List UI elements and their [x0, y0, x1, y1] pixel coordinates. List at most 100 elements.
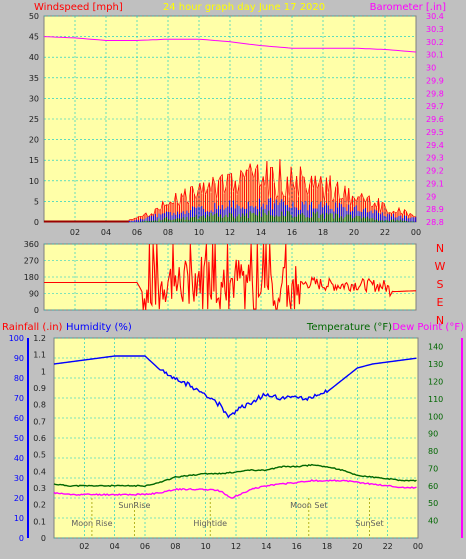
direction-labels: N W S E N: [435, 242, 446, 327]
x-tick-label: 14: [261, 542, 271, 551]
humidity-line: [53, 355, 417, 419]
x-tick-label: 22: [383, 542, 393, 551]
event-label: SunRise: [118, 501, 150, 510]
temperature-tick-label: 50: [428, 499, 438, 508]
x-tick-label: 04: [101, 228, 111, 237]
y-tick-label: 50: [29, 12, 39, 21]
x-tick-label: 02: [70, 228, 80, 237]
x-tick-label: 16: [292, 542, 302, 551]
y-tick-label: 20: [29, 136, 39, 145]
y2-tick-label: 29.7: [426, 102, 444, 111]
temperature-tick-label: 40: [428, 517, 438, 526]
y2-tick-label: 28.9: [426, 205, 444, 214]
y-tick-label: 40: [29, 53, 39, 62]
y-tick-label: 45: [29, 33, 39, 42]
y2-tick-label: 29.1: [426, 179, 444, 188]
barometer-label: Barometer [.in]: [370, 2, 446, 13]
y-tick-label: 35: [29, 74, 39, 83]
direction-label: N: [436, 242, 444, 255]
y-tick-label: 25: [29, 115, 39, 124]
x-tick-label: 20: [349, 228, 359, 237]
rainfall-tick-label: 0.9: [33, 384, 46, 393]
x-tick-label: 04: [110, 542, 120, 551]
event-label: SunSet: [355, 519, 383, 528]
temperature-tick-label: 130: [428, 360, 443, 369]
x-tick-label: 20: [352, 542, 362, 551]
y-tick-label: 360: [24, 240, 39, 249]
humidity-tick-label: 90: [14, 354, 24, 363]
barometer-line: [43, 36, 417, 53]
wind-direction-panel: 0 90 180 270 360: [24, 240, 417, 315]
windspeed-label: Windspeed [mph]: [34, 2, 123, 13]
x-tick-label: 06: [140, 542, 150, 551]
y-tick-label: 270: [24, 257, 39, 266]
humidity-tick-label: 50: [14, 434, 24, 443]
x-tick-label: 10: [201, 542, 211, 551]
x-tick-label: 02: [79, 542, 89, 551]
x-tick-label: 06: [132, 228, 142, 237]
x-tick-label: 18: [322, 542, 332, 551]
humidity-label: Humidity (%): [66, 322, 132, 333]
wind-direction-line: [44, 243, 416, 311]
rainfall-tick-label: 1.2: [33, 334, 46, 343]
humidity-tick-label: 10: [14, 514, 24, 523]
temperature-tick-label: 70: [428, 464, 438, 473]
y2-tick-label: 29.3: [426, 154, 444, 163]
rainfall-tick-label: 0.3: [33, 484, 46, 493]
y2-tick-label: 28.8: [426, 218, 444, 227]
dewpoint-label: Dew Point (°F): [392, 322, 464, 333]
temperature-tick-label: 120: [428, 377, 443, 386]
x-tick-label: 18: [318, 228, 328, 237]
x-tick-label: 14: [256, 228, 266, 237]
direction-label: N: [436, 314, 444, 327]
humidity-tick-label: 30: [14, 474, 24, 483]
event-label: Moon Rise: [71, 519, 112, 528]
y2-tick-label: 30.4: [426, 12, 444, 21]
y-tick-label: 0: [34, 306, 39, 315]
y2-tick-label: 29.8: [426, 89, 444, 98]
rainfall-tick-label: 0.6: [33, 434, 46, 443]
temperature-tick-label: 60: [428, 482, 438, 491]
rainfall-tick-label: 0.8: [33, 401, 46, 410]
x-tick-label: 22: [380, 228, 390, 237]
y-tick-label: 30: [29, 94, 39, 103]
x-tick-label: 10: [194, 228, 204, 237]
wind-barometer-panel: 0 5 10 15 20 25 30 35 40 45 50 28.8 28.9 29 29.1 29.2 29…: [29, 12, 444, 237]
rainfall-tick-label: 0.5: [33, 451, 46, 460]
y2-tick-label: 29.5: [426, 128, 444, 137]
y-tick-label: 0: [34, 218, 39, 227]
humidity-tick-label: 40: [14, 454, 24, 463]
direction-label: S: [437, 278, 444, 291]
y2-tick-label: 29.4: [426, 141, 444, 150]
y-tick-label: 180: [24, 273, 39, 282]
y-tick-label: 10: [29, 177, 39, 186]
x-tick-label: 16: [287, 228, 297, 237]
temperature-label: Temperature (°F): [306, 322, 392, 333]
rainfall-tick-label: 0.2: [33, 501, 46, 510]
humidity-tick-label: 60: [14, 414, 24, 423]
event-label: Hightide: [193, 519, 227, 528]
humidity-tick-label: 70: [14, 394, 24, 403]
y-tick-label: 15: [29, 156, 39, 165]
x-tick-label: 08: [163, 228, 173, 237]
x-tick-label: 12: [231, 542, 241, 551]
x-tick-label: 00: [413, 542, 423, 551]
humidity-tick-label: 80: [14, 374, 24, 383]
x-tick-label: 08: [170, 542, 180, 551]
dewpoint-line: [53, 479, 417, 499]
y-tick-label: 5: [34, 197, 39, 206]
rainfall-tick-label: 0.1: [33, 517, 46, 526]
temperature-tick-label: 110: [428, 395, 443, 404]
rainfall-tick-label: 0.7: [33, 417, 46, 426]
rainfall-tick-label: 1: [41, 367, 46, 376]
x-tick-label: 00: [411, 228, 421, 237]
rainfall-tick-label: 0: [41, 534, 46, 543]
y2-tick-label: 30.3: [426, 25, 444, 34]
y-tick-label: 90: [29, 290, 39, 299]
rainfall-label: Rainfall (.in): [2, 322, 63, 333]
temperature-tick-label: 80: [428, 447, 438, 456]
rainfall-tick-label: 1.1: [33, 351, 46, 360]
direction-label: E: [437, 296, 444, 309]
